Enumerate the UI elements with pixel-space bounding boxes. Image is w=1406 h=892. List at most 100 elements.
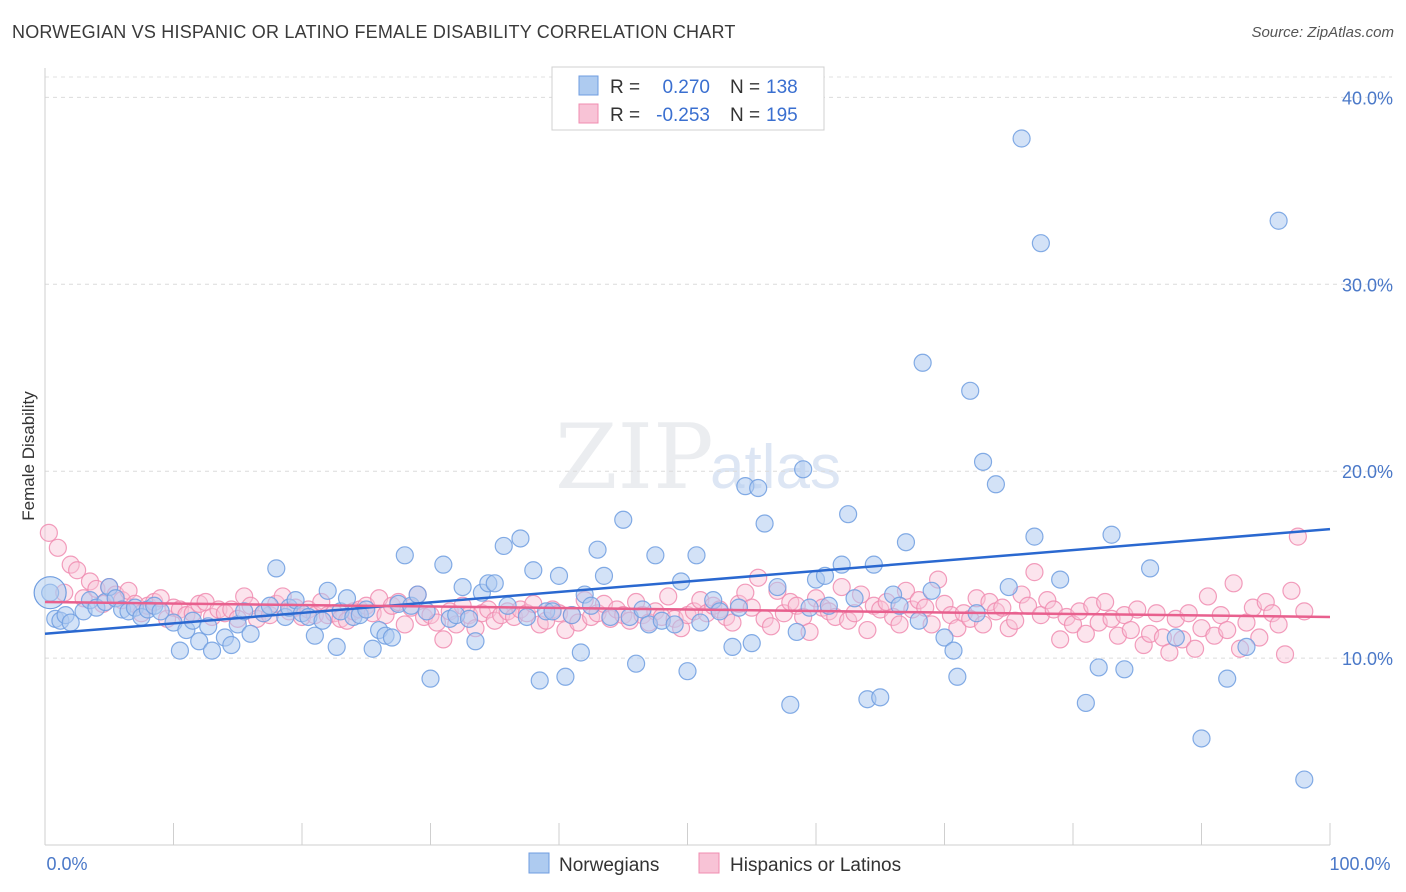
- norwegian-point: [1089, 658, 1108, 677]
- norwegian-point: [935, 628, 954, 647]
- hispanic-point: [1269, 615, 1288, 634]
- norwegian-point: [318, 581, 337, 600]
- norwegian-point: [543, 602, 562, 621]
- norwegian-point: [909, 611, 928, 630]
- norwegian-point: [781, 695, 800, 714]
- y-tick-label: 20.0%: [1342, 462, 1393, 482]
- norwegian-point: [305, 626, 324, 645]
- norwegian-point: [190, 632, 209, 651]
- norwegian-point: [524, 561, 543, 580]
- norwegian-point: [646, 546, 665, 565]
- norwegian-point: [691, 613, 710, 632]
- bottom-legend-swatch-norwegians: [528, 852, 550, 874]
- hispanic-point: [1006, 611, 1025, 630]
- norwegian-point: [408, 585, 427, 604]
- norwegian-point: [235, 602, 254, 621]
- series-legend: Norwegians Hispanics or Latinos: [528, 852, 901, 876]
- norwegian-point: [466, 632, 485, 651]
- hispanic-point: [1282, 581, 1301, 600]
- norwegian-point: [1025, 527, 1044, 546]
- norwegian-point: [357, 600, 376, 619]
- norwegian-point: [1031, 234, 1050, 253]
- norwegian-point: [594, 566, 614, 585]
- norwegian-point: [363, 639, 382, 658]
- hispanic-point: [1185, 639, 1205, 658]
- norwegian-point: [794, 460, 813, 479]
- norwegian-point: [421, 669, 440, 688]
- norwegian-point: [1140, 559, 1160, 578]
- hispanic-point: [1147, 604, 1166, 623]
- norwegian-point: [601, 607, 620, 627]
- norwegian-point: [1218, 669, 1237, 688]
- hispanic-point: [1076, 624, 1095, 643]
- norwegian-point: [453, 577, 472, 597]
- hispanic-point: [1179, 604, 1198, 623]
- hispanic-point: [723, 613, 742, 632]
- norwegian-point: [678, 662, 697, 681]
- norwegian-point: [1051, 570, 1070, 589]
- norwegian-point: [382, 628, 402, 647]
- hispanic-point: [858, 620, 877, 640]
- bottom-legend-hispanics: Hispanics or Latinos: [730, 855, 901, 876]
- legend-r-label: R =: [610, 105, 640, 126]
- norwegian-point: [571, 643, 590, 662]
- norwegian-point: [241, 624, 260, 643]
- norwegian-point: [1166, 628, 1185, 647]
- norwegian-point: [665, 615, 684, 634]
- hispanic-point: [736, 583, 755, 602]
- norwegian-point: [973, 452, 993, 471]
- hispanic-point: [948, 619, 967, 638]
- norwegian-point: [999, 577, 1018, 597]
- norwegian-point: [517, 607, 536, 627]
- norwegian-point: [313, 611, 332, 630]
- norwegian-point: [1076, 693, 1095, 713]
- legend-swatch-norwegians: [578, 75, 599, 96]
- y-tick-label: 10.0%: [1342, 649, 1393, 669]
- norwegian-point: [1192, 729, 1211, 748]
- hispanic-point: [1275, 645, 1295, 664]
- norwegian-point: [913, 353, 932, 372]
- hispanic-point: [1121, 620, 1140, 640]
- norwegian-point: [729, 598, 749, 617]
- norwegian-point: [1269, 211, 1288, 230]
- norwegian-point: [562, 606, 581, 625]
- norwegian-point: [896, 533, 916, 552]
- norwegian-point: [614, 510, 633, 529]
- chart-title: NORWEGIAN VS HISPANIC OR LATINO FEMALE D…: [12, 22, 736, 42]
- norwegian-point: [549, 566, 569, 585]
- legend-n-label: N =: [730, 105, 760, 126]
- norwegian-point: [582, 596, 601, 615]
- legend-r-value: 0.270: [662, 77, 710, 98]
- norwegian-point: [845, 589, 864, 608]
- legend-n-value: 138: [766, 77, 798, 98]
- norwegian-point-large: [33, 576, 67, 610]
- legend-n-value: 195: [766, 105, 798, 126]
- norwegian-point: [922, 581, 941, 600]
- hispanic-point: [395, 615, 414, 634]
- hispanic-point: [48, 538, 67, 557]
- hispanic-point: [999, 619, 1018, 638]
- norwegian-point: [787, 622, 806, 642]
- norwegian-point: [948, 667, 967, 686]
- norwegian-point: [723, 637, 742, 656]
- hispanic-point: [1256, 592, 1275, 612]
- axes: 10.0% 20.0% 30.0% 40.0% 0.0% 100.0%: [44, 68, 1393, 874]
- hispanic-point: [434, 630, 453, 649]
- legend-swatch-hispanics: [578, 103, 599, 124]
- hispanic-point: [68, 561, 87, 580]
- norwegian-trend-line: [44, 527, 1331, 636]
- hispanic-point: [39, 523, 58, 542]
- norwegian-point: [202, 641, 222, 660]
- hispanic-point: [659, 587, 678, 606]
- norwegian-point: [395, 546, 414, 565]
- norwegian-point: [459, 609, 479, 628]
- norwegian-point: [494, 536, 513, 556]
- norwegian-point: [749, 478, 768, 498]
- trend-lines: [44, 527, 1331, 636]
- legend-r-label: R =: [610, 77, 640, 98]
- hispanic-point: [909, 591, 928, 610]
- norwegian-point: [961, 381, 980, 400]
- hispanic-point: [1025, 563, 1044, 582]
- hispanic-point: [890, 615, 909, 634]
- norwegian-point: [588, 540, 607, 559]
